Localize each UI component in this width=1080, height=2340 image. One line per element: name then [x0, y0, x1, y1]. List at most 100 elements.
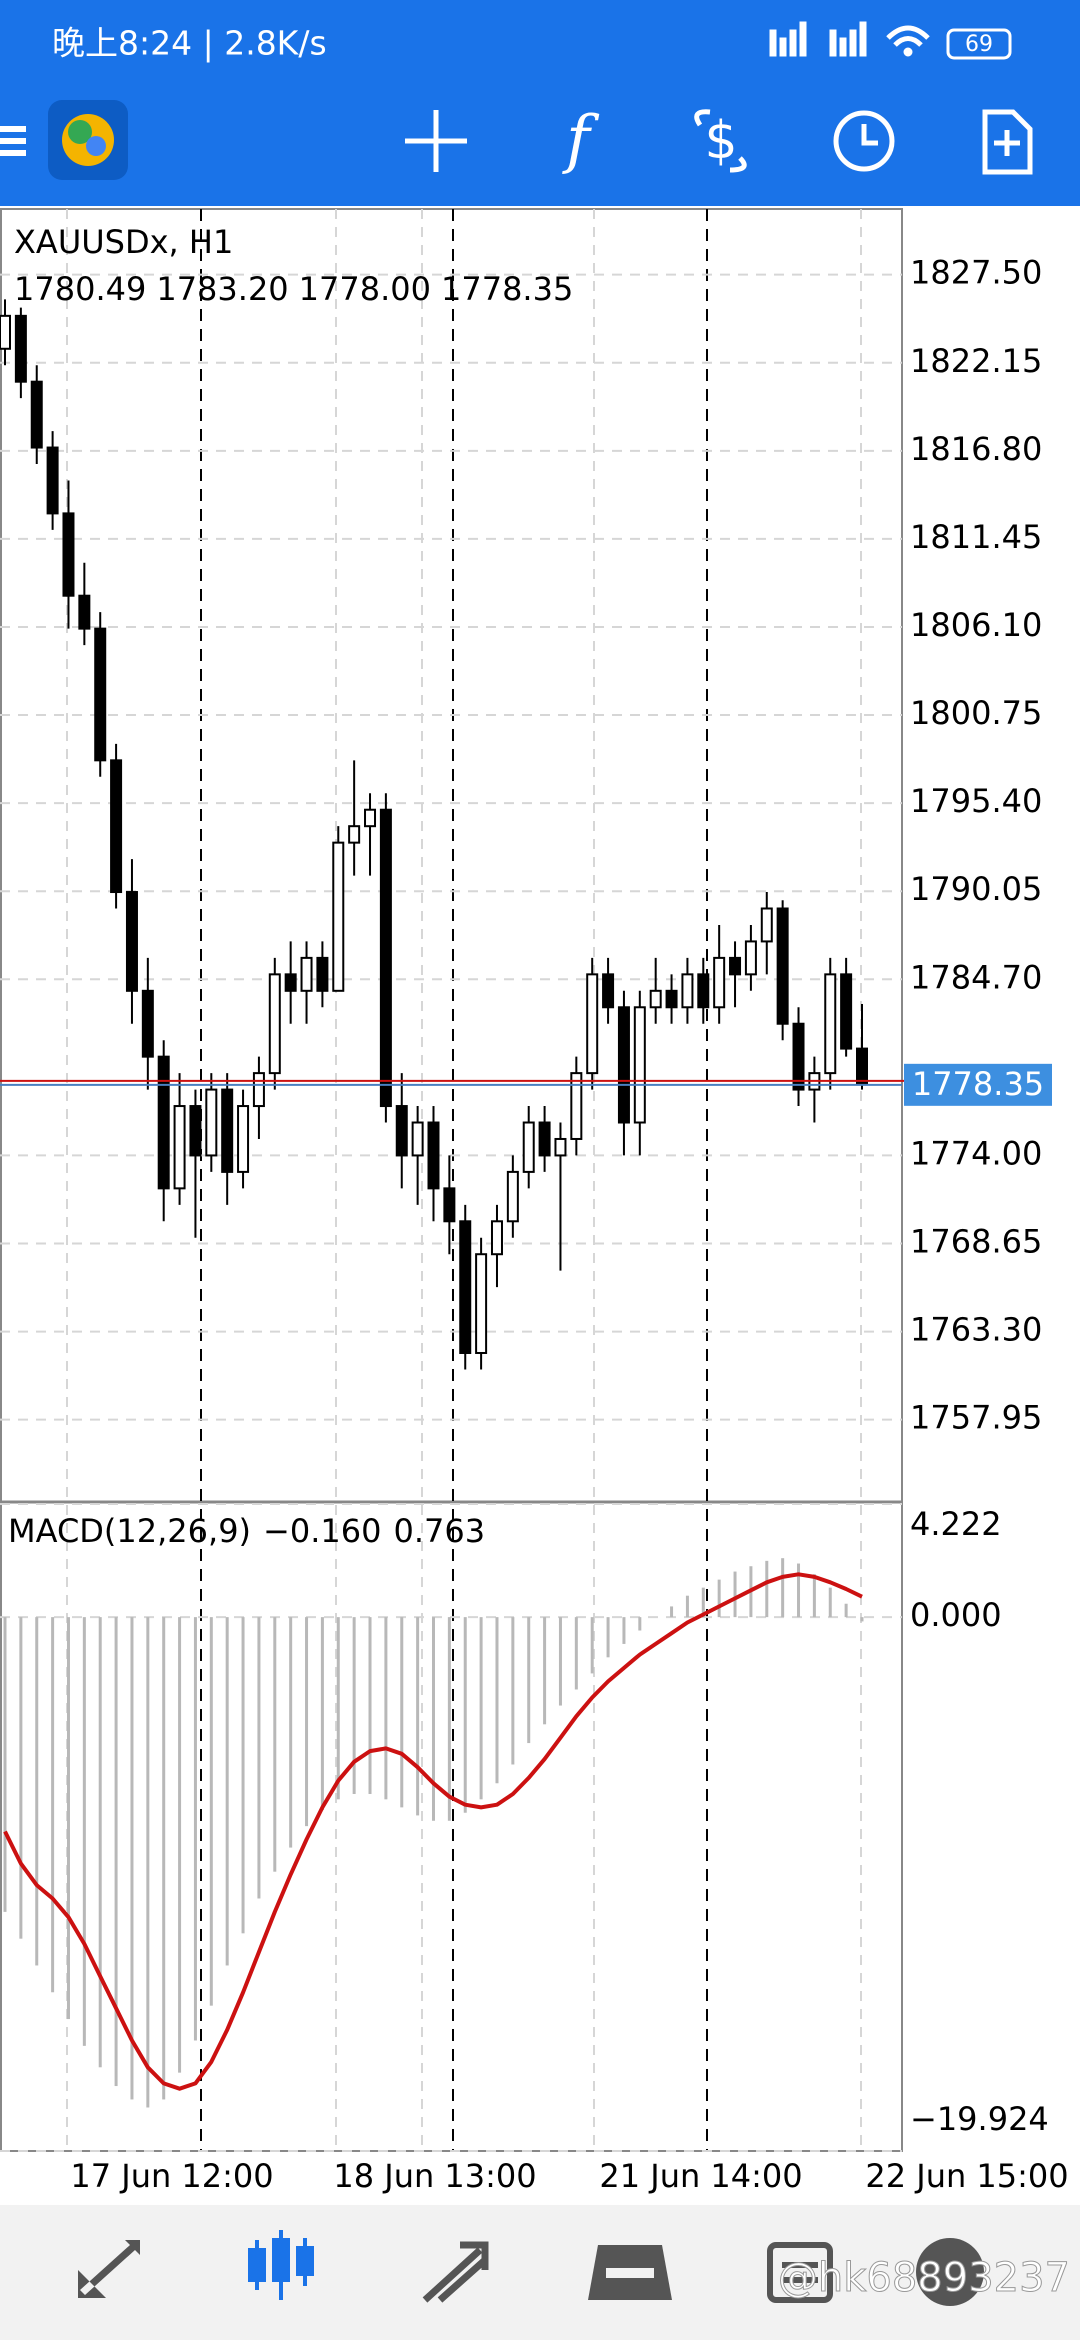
ohlc-value: 1780.49	[14, 270, 146, 308]
y-tick-label: 1784.70	[910, 958, 1042, 996]
y-tick-label: 1790.05	[910, 870, 1042, 908]
candle-body	[237, 1105, 250, 1173]
ohlc-info: 1780.49 1783.20 1778.00 1778.35	[14, 270, 573, 308]
y-tick-label: 0.000	[910, 1596, 1002, 1634]
macd-bar	[844, 1603, 848, 1618]
y-tick-label: 1816.80	[910, 430, 1042, 468]
macd-bar	[35, 1617, 39, 1966]
macd-bar	[701, 1587, 705, 1618]
candle-body	[522, 1121, 535, 1173]
chart-frame	[0, 208, 903, 2152]
status-time: 晚上8:24 | 2.8K/s	[52, 24, 327, 63]
candle-body	[554, 1137, 567, 1157]
macd-bar	[51, 1617, 55, 1993]
candle-body	[125, 891, 138, 992]
macd-info: MACD(12,26,9) −0.160 0.763	[8, 1512, 485, 1550]
macd-bar	[479, 1617, 483, 1800]
nav-settings[interactable]	[916, 2238, 984, 2306]
macd-bar	[543, 1617, 547, 1725]
candle-body	[776, 907, 789, 1025]
candle-body	[617, 1006, 630, 1124]
y-tick-label: 1811.45	[910, 518, 1042, 556]
macd-bar	[781, 1558, 785, 1618]
period-button[interactable]	[833, 110, 895, 172]
candle-body	[173, 1105, 186, 1190]
candle-body	[0, 314, 11, 350]
macd-bar	[225, 1617, 229, 1966]
nav-messages[interactable]	[767, 2242, 833, 2303]
candle-body	[443, 1187, 456, 1223]
macd-bar	[733, 1571, 737, 1618]
y-tick-label: 1806.10	[910, 606, 1042, 644]
candle-body	[633, 1006, 646, 1124]
macd-bar	[670, 1606, 674, 1618]
candle-body	[824, 973, 837, 1075]
menu-button[interactable]	[0, 126, 26, 156]
macd-bar	[320, 1617, 324, 1811]
nav-quotes[interactable]	[78, 2240, 140, 2298]
candle-body	[490, 1220, 503, 1256]
macd-bar	[146, 1617, 150, 2108]
nav-history[interactable]	[588, 2245, 672, 2300]
candle-body	[252, 1072, 265, 1108]
candle-body	[411, 1121, 424, 1157]
candle-body	[300, 956, 313, 992]
candle-body	[586, 973, 599, 1075]
candle-body	[62, 512, 75, 597]
new-order-button[interactable]	[982, 109, 1033, 175]
bottom-nav	[0, 2205, 1080, 2340]
macd-bar	[98, 1617, 102, 2068]
macd-bar	[3, 1617, 7, 1912]
macd-bar	[590, 1617, 594, 1674]
y-tick-label: 1768.65	[910, 1223, 1042, 1261]
watermark: @hk68893237	[778, 2255, 1070, 2301]
candle-body	[538, 1121, 551, 1157]
macd-bar	[685, 1595, 689, 1618]
candle-body	[713, 956, 726, 1009]
trade-button[interactable]: $	[694, 109, 747, 173]
macd-bar	[828, 1587, 832, 1618]
macd-signal-line	[3, 1572, 863, 2091]
candle-body	[94, 627, 107, 762]
y-tick-label: 1822.15	[910, 342, 1042, 380]
macd-title: MACD(12,26,9)	[8, 1512, 251, 1550]
candle-body	[141, 989, 154, 1058]
candle-body	[46, 446, 59, 515]
nav-trade[interactable]	[422, 2241, 489, 2303]
y-tick-label: 4.222	[910, 1505, 1002, 1543]
macd-bar	[19, 1617, 23, 1939]
candle-body	[157, 1055, 170, 1190]
candle-body	[205, 1088, 218, 1157]
x-tick-label: 17 Jun 12:00	[70, 2157, 273, 2195]
macd-bar	[257, 1617, 261, 1899]
macd-bar	[209, 1617, 213, 2006]
macd-bar	[574, 1617, 578, 1690]
candle-body	[459, 1220, 472, 1354]
candle-body	[697, 973, 710, 1009]
macd-bar	[638, 1617, 642, 1631]
crosshair-button[interactable]	[405, 110, 467, 172]
macd-bar	[305, 1617, 309, 1827]
candle-body	[364, 808, 377, 828]
macd-bar	[447, 1617, 451, 1821]
macd-bar	[765, 1560, 769, 1618]
status-icons	[769, 21, 1012, 60]
macd-bar	[162, 1617, 166, 2100]
macd-bar	[860, 1617, 864, 1622]
macd-bar	[82, 1617, 86, 2046]
candle-body	[729, 956, 742, 976]
candle-body	[332, 841, 345, 992]
candle-body	[744, 940, 757, 976]
macd-bar	[336, 1617, 340, 1800]
app-logo[interactable]	[48, 100, 128, 180]
macd-bar	[797, 1563, 801, 1618]
nav-chart[interactable]	[248, 2230, 314, 2300]
candle-body	[506, 1170, 519, 1223]
x-tick-label: 21 Jun 14:00	[599, 2157, 802, 2195]
macd-bar	[289, 1617, 293, 1848]
macd-bar	[606, 1617, 610, 1658]
candle-body	[14, 314, 27, 383]
candle-body	[221, 1088, 234, 1173]
candle-body	[110, 759, 123, 894]
